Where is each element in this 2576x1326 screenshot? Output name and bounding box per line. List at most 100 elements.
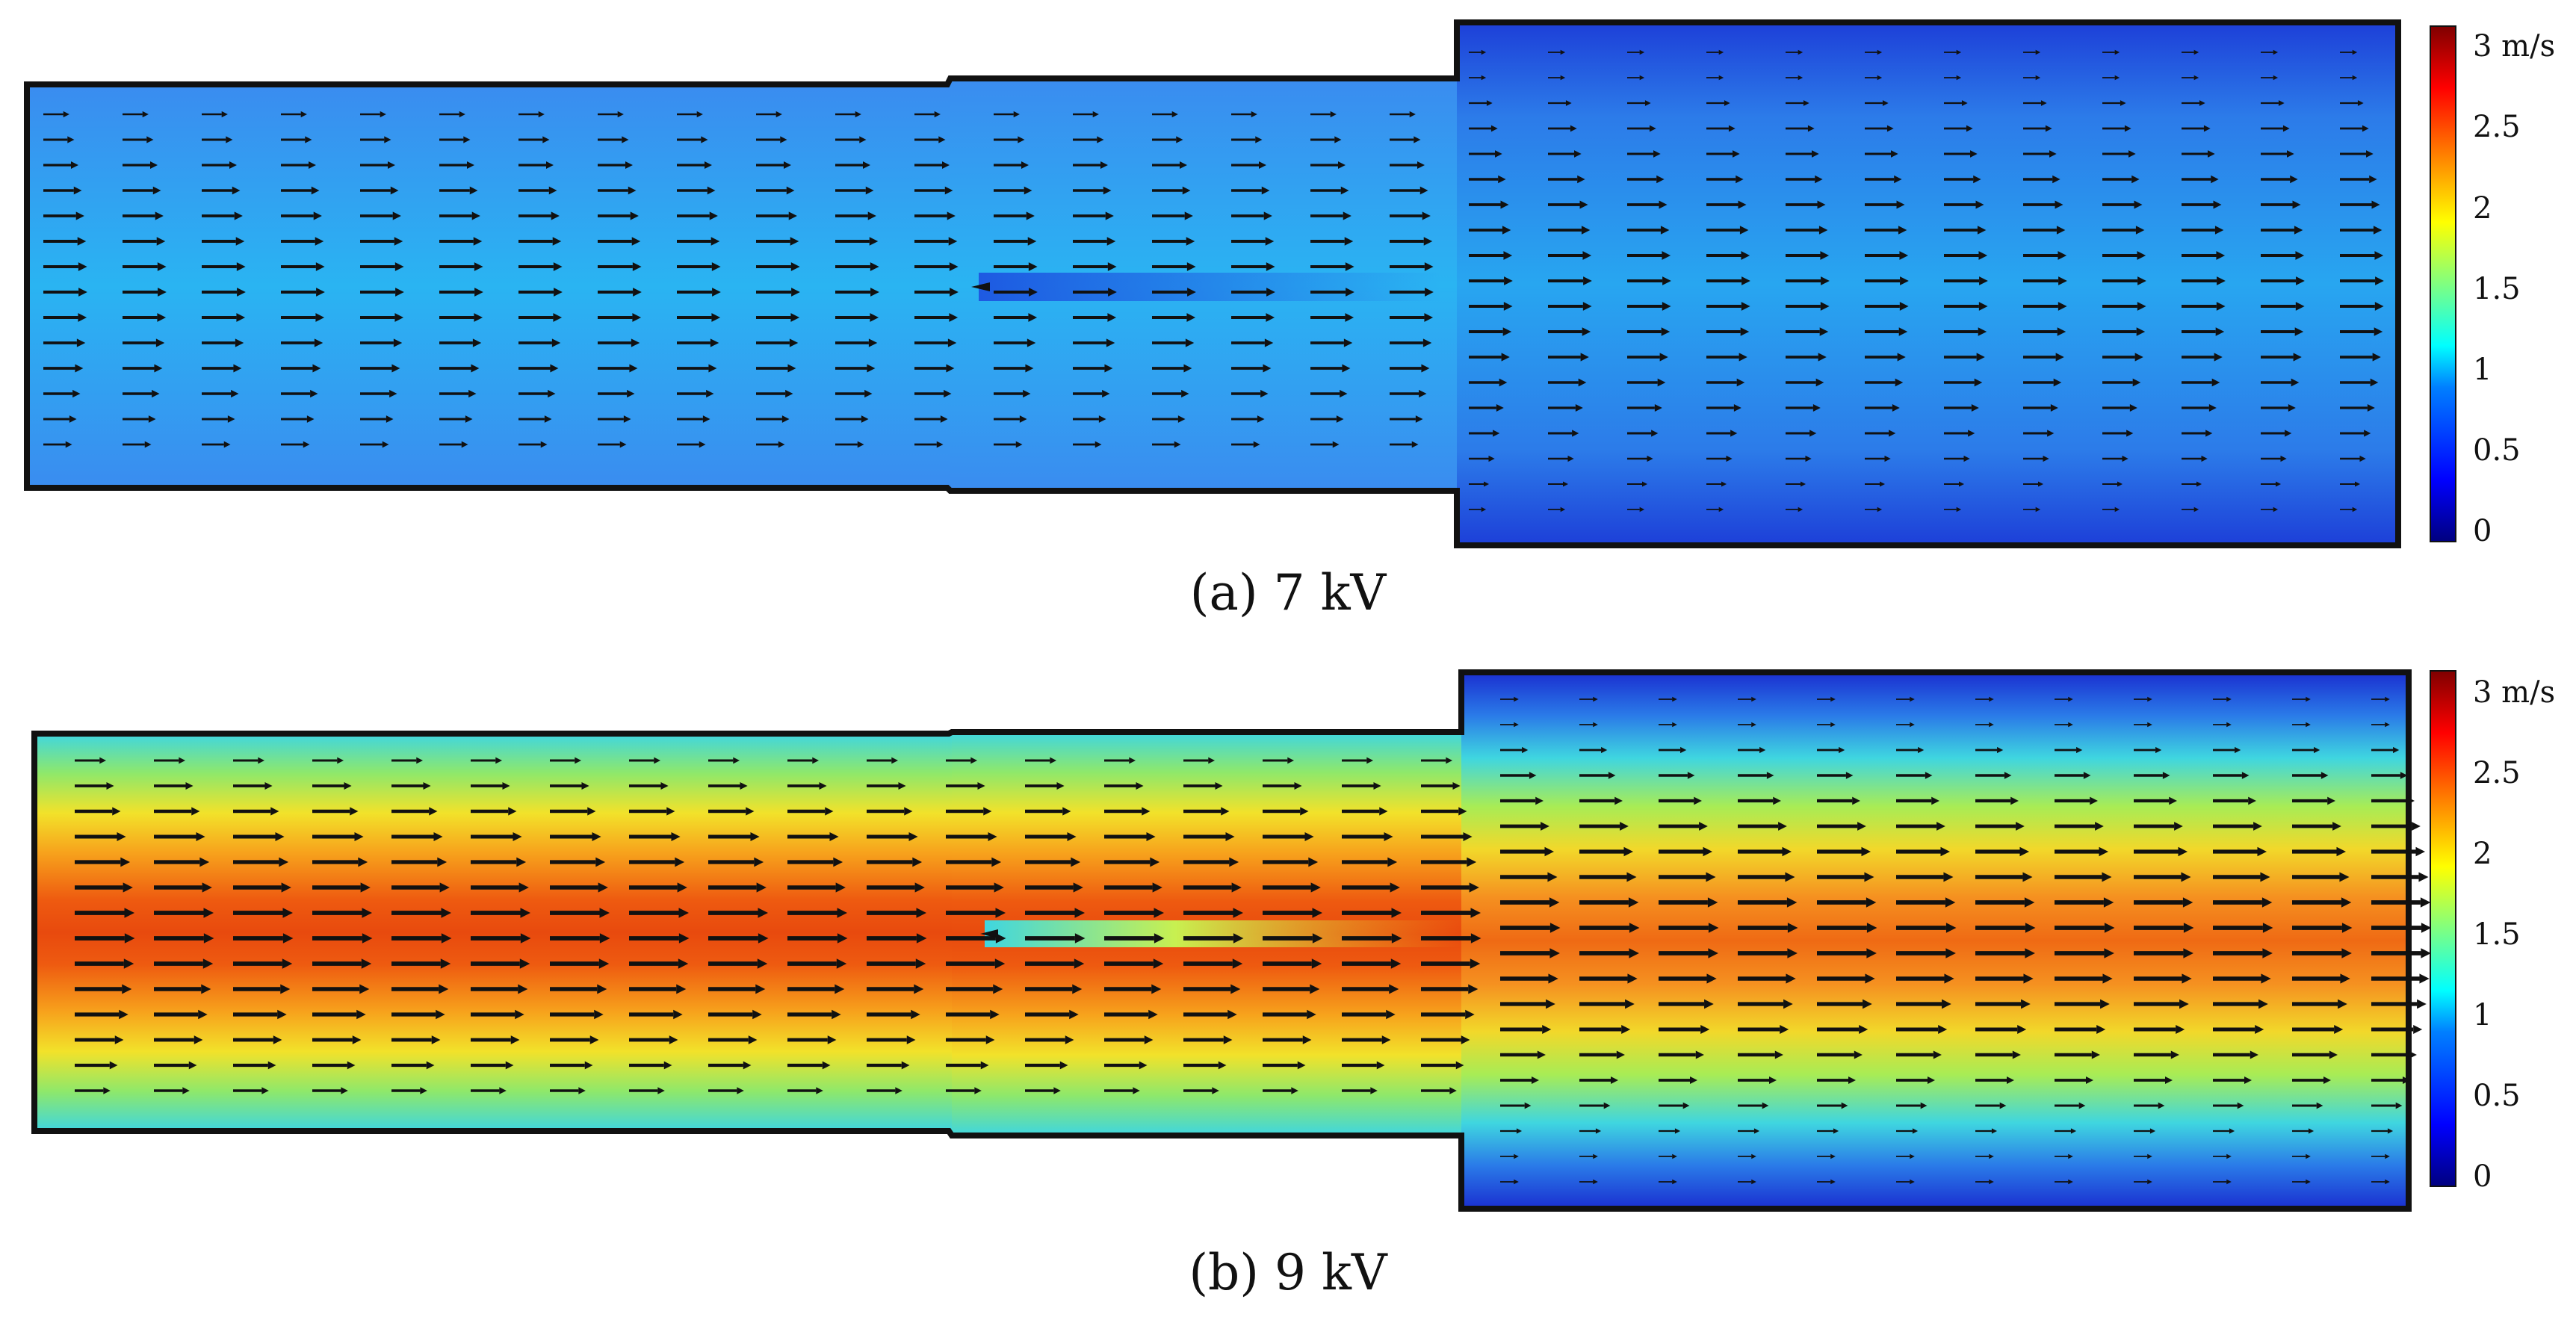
velocity-arrow-head [2114,75,2120,81]
velocity-arrow-head [2290,175,2298,184]
velocity-arrow-head [203,933,214,944]
velocity-arrow-head [474,313,483,322]
velocity-arrow-head [1423,237,1433,246]
velocity-arrow-head [2134,200,2143,209]
velocity-arrow-head [2038,481,2044,487]
velocity-arrow-head [1786,897,1798,908]
velocity-arrow-head [2147,1153,2152,1159]
velocity-arrow-head [362,933,373,944]
velocity-arrow-head [1786,973,1796,984]
velocity-arrow-head [2229,1128,2235,1134]
velocity-arrow-head [791,288,800,297]
velocity-arrow-head [1370,1087,1378,1094]
velocity-arrow-head [1185,338,1195,347]
velocity-arrow-head [2193,506,2199,512]
velocity-arrow-head [949,313,959,322]
velocity-arrow-head [1970,150,1978,158]
velocity-arrow-head [750,831,760,842]
velocity-arrow-head [581,781,589,790]
velocity-arrow-head [631,338,640,347]
caption-b: (b) 9 kV [1189,1244,1387,1301]
velocity-arrow-head [2055,353,2064,362]
velocity-arrow-head [2241,772,2250,779]
velocity-arrow-head [1263,364,1272,373]
velocity-arrow-head [1223,1035,1233,1044]
velocity-arrow-head [78,262,87,271]
inlet-section [34,734,953,1131]
velocity-arrow-head [597,984,607,994]
velocity-arrow-head [1864,872,1874,882]
velocity-arrow-head [1726,455,1733,462]
velocity-arrow-head [305,136,312,143]
velocity-arrow-head [1304,831,1314,842]
velocity-arrow-head [633,288,642,297]
velocity-arrow-head [1703,846,1713,857]
velocity-arrow-head [1470,958,1481,969]
velocity-arrow-head [2090,796,2098,805]
velocity-arrow-head [1866,897,1877,908]
velocity-arrow-head [1639,49,1645,55]
velocity-arrow-head [362,908,372,918]
velocity-arrow-head [188,1061,197,1070]
velocity-arrow-head [1073,882,1083,893]
velocity-arrow-head [1379,807,1388,816]
velocity-arrow-head [988,831,997,842]
velocity-arrow-head [508,807,517,816]
velocity-arrow-head [2181,872,2191,882]
velocity-arrow-head [2293,353,2302,362]
velocity-arrow-head [1943,872,1954,882]
velocity-arrow-head [1718,49,1724,55]
velocity-arrow-head [2395,1102,2403,1109]
velocity-arrow-head [384,136,391,143]
velocity-arrow-head [1989,722,1994,728]
velocity-arrow-head [466,161,474,169]
velocity-arrow-head [1463,831,1473,842]
velocity-arrow-head [2124,125,2131,132]
velocity-arrow-head [437,857,448,867]
velocity-arrow-head [2352,75,2358,81]
velocity-arrow-head [1910,1153,1915,1159]
velocity-arrow-head [2373,226,2383,235]
velocity-arrow-head [306,415,315,423]
velocity-arrow-head [63,111,69,118]
velocity-arrow-head [1560,75,1566,81]
velocity-arrow-head [1973,175,1981,184]
velocity-arrow-head [2362,125,2369,132]
velocity-arrow-head [502,781,510,790]
velocity-arrow-head [1896,200,1905,209]
velocity-arrow-head [2120,100,2126,106]
velocity-arrow-head [822,1061,831,1070]
velocity-arrow-head [701,136,708,143]
velocity-arrow-head [2367,404,2375,412]
velocity-arrow-head [867,211,876,220]
velocity-arrow-head [733,757,740,764]
velocity-arrow-head [347,1061,356,1070]
velocity-arrow-head [1499,378,1508,387]
velocity-arrow-head [201,984,211,994]
velocity-arrow-head [1218,1061,1227,1070]
velocity-arrow-head [2196,481,2202,487]
velocity-arrow-head [1581,226,1591,235]
velocity-arrow-head [1260,389,1269,398]
velocity-arrow-head [468,389,477,398]
velocity-arrow-head [940,415,948,423]
velocity-arrow-head [2421,948,2431,958]
velocity-arrow-head [554,288,563,297]
velocity-arrow-head [911,1009,920,1020]
velocity-arrow-head [983,807,992,816]
velocity-arrow-head [202,958,214,969]
velocity-arrow-head [1334,136,1342,143]
velocity-arrow-head [2316,1102,2323,1109]
velocity-arrow-head [2164,1076,2173,1084]
velocity-arrow-head [148,415,156,423]
velocity-arrow-head [2374,302,2384,311]
velocity-arrow-head [855,111,861,118]
velocity-arrow-head [1414,136,1421,143]
velocity-arrow-head [1549,897,1560,908]
velocity-arrow-head [179,757,186,764]
velocity-arrow-head [1653,150,1661,158]
velocity-arrow-head [1231,882,1242,893]
velocity-arrow-head [790,313,800,322]
velocity-arrow-head [2058,251,2067,260]
velocity-arrow-head [870,313,879,322]
